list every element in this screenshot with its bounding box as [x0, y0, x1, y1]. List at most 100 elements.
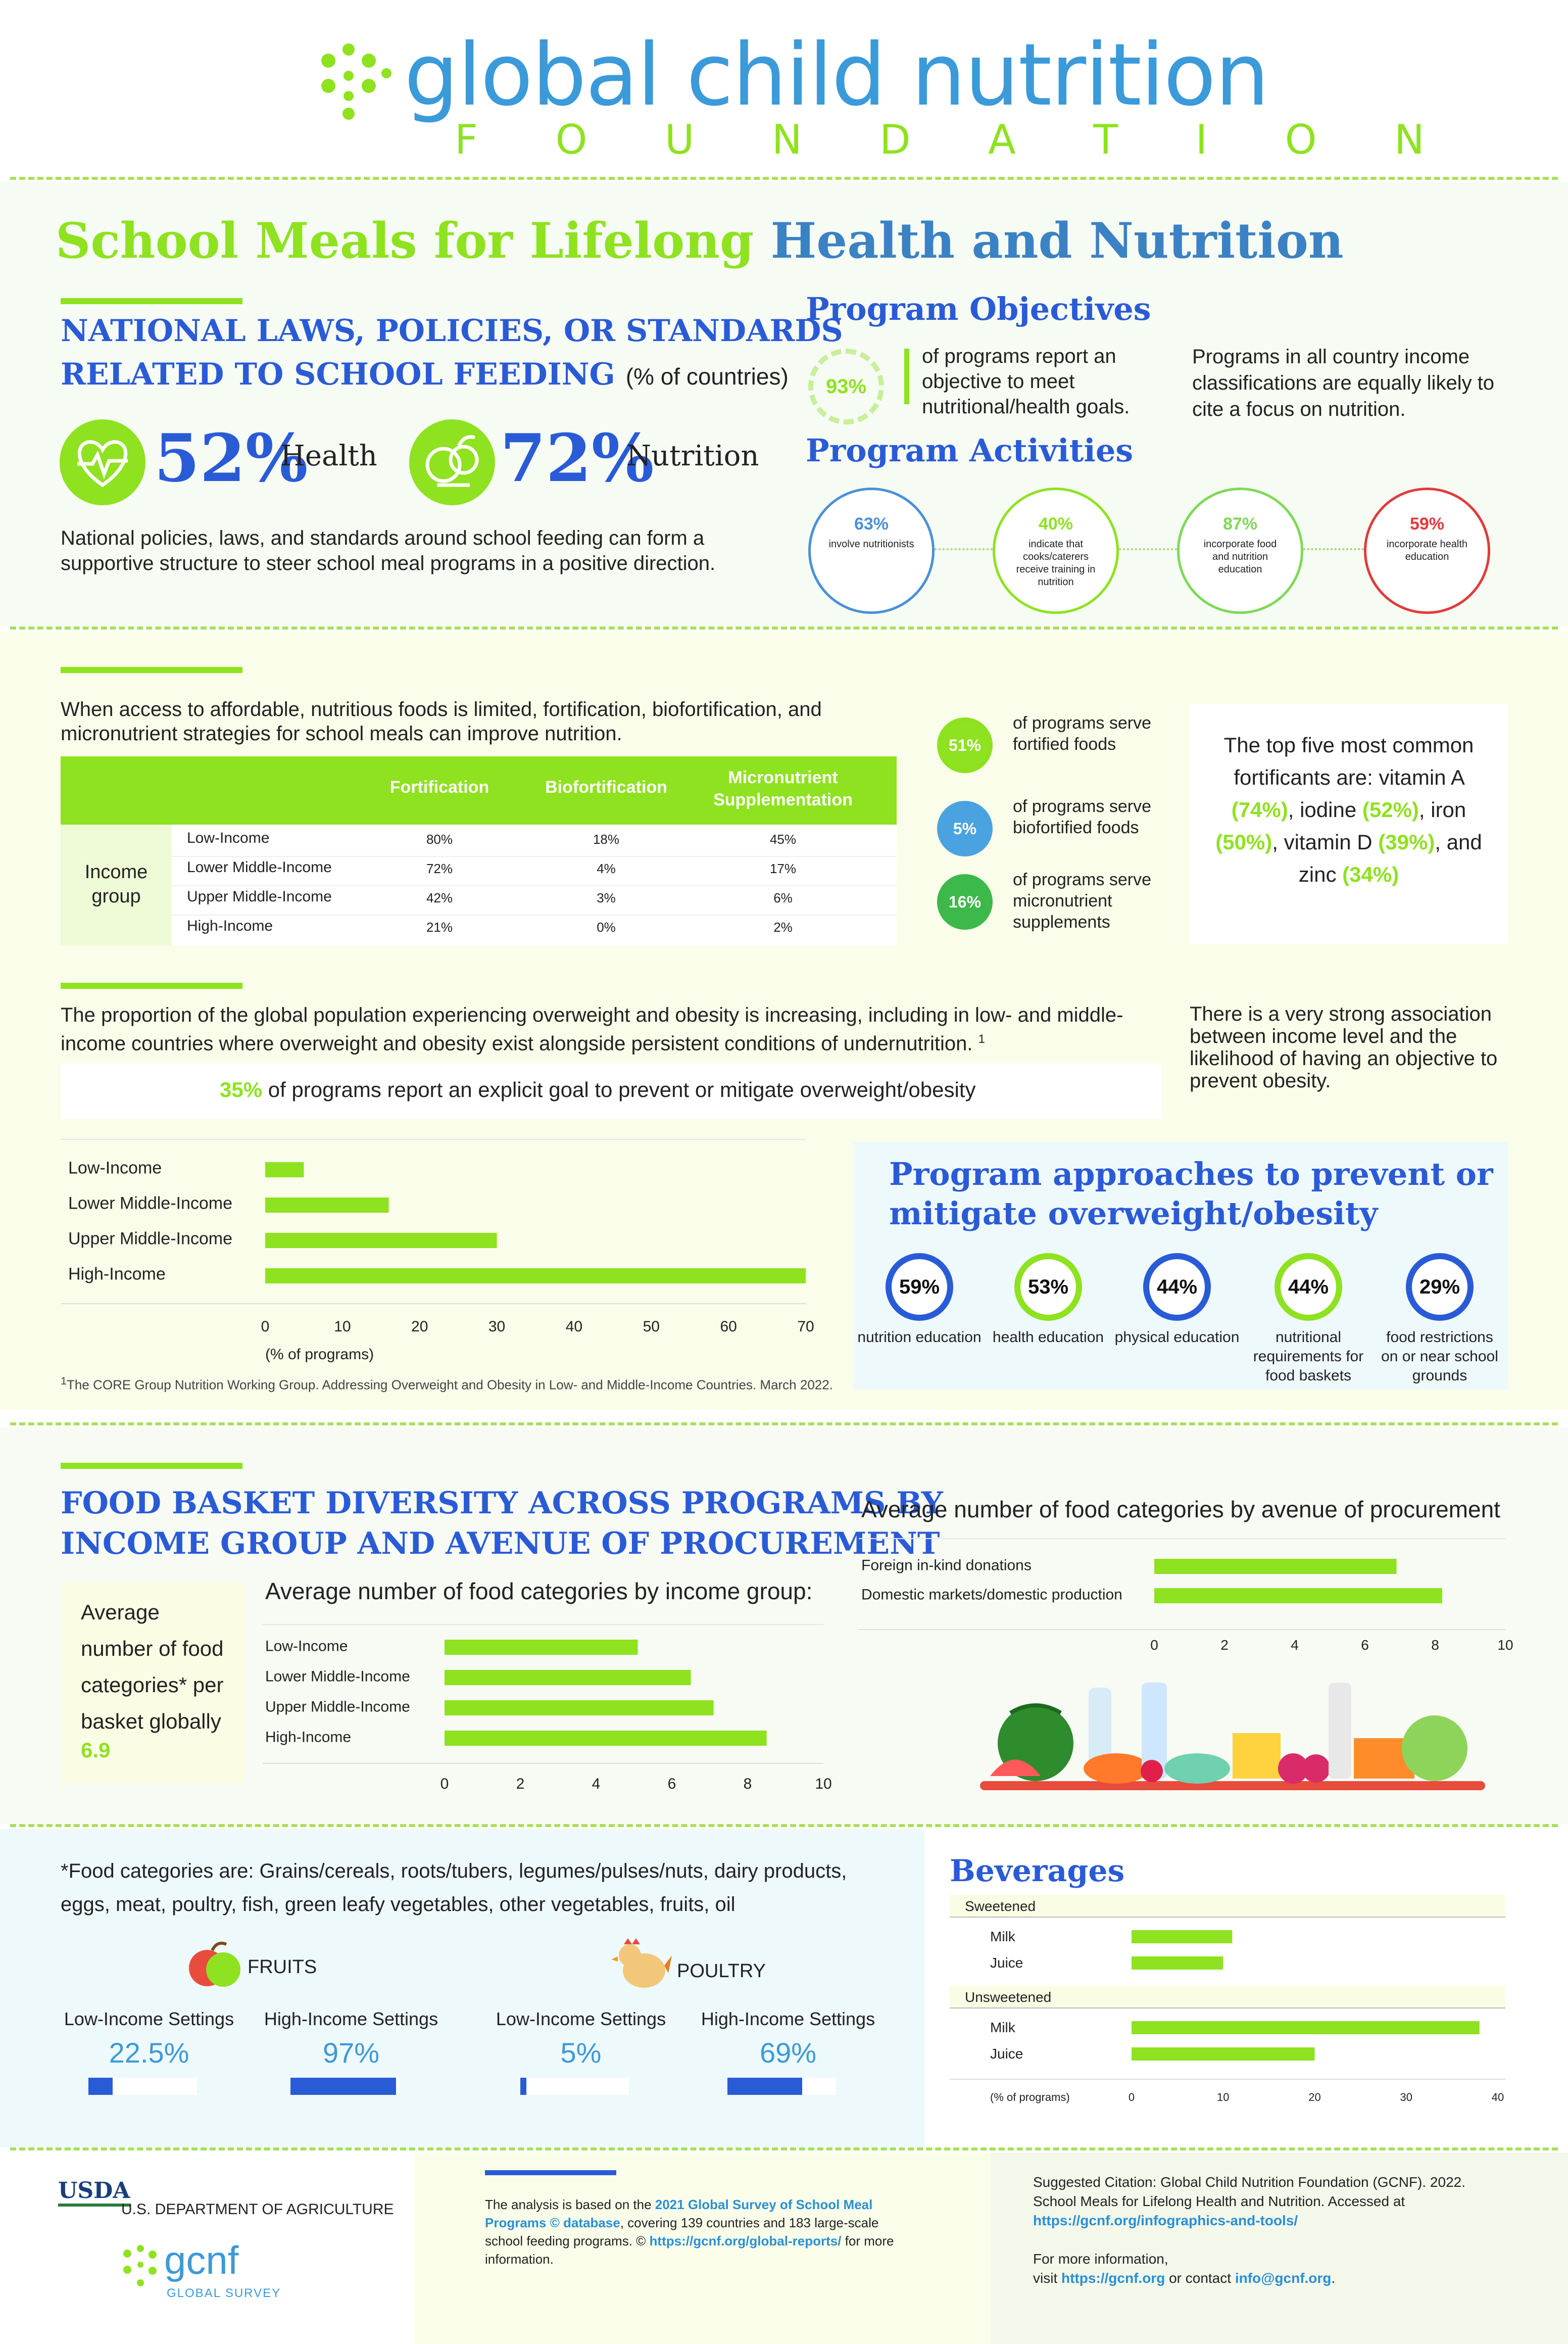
- setting-label: High-Income Settings: [701, 2008, 875, 2029]
- bar: [445, 1700, 714, 1715]
- chart2-title: Average number of food categories by inc…: [265, 1578, 813, 1604]
- activity-4: 59% incorporate health education: [1364, 488, 1490, 614]
- bar: [445, 1731, 767, 1746]
- activity-value: 87%: [1222, 514, 1258, 534]
- bar: [1132, 2047, 1315, 2061]
- activity-connector: [935, 548, 993, 550]
- table-cell: 17%: [769, 861, 797, 876]
- tick-label: 2: [1220, 1637, 1229, 1653]
- objectives-text: of programs report an objective to meet …: [922, 345, 1130, 418]
- setting-label: Low-Income Settings: [496, 2008, 666, 2029]
- laws-heading: NATIONAL LAWS, POLICIES, OR STANDARDS RE…: [61, 313, 843, 392]
- fortification-table: Fortification Biofortification Micronutr…: [61, 756, 897, 946]
- tick-label: 0: [440, 1776, 449, 1792]
- approaches-panel: Program approaches to prevent or mitigat…: [854, 1142, 1508, 1390]
- gcnf-subtext: GLOBAL SURVEY: [167, 2286, 281, 2300]
- table-cell: 4%: [597, 861, 616, 876]
- gcnf-link[interactable]: https://gcnf.org: [1061, 2270, 1165, 2286]
- tick-label: 30: [1400, 2091, 1412, 2103]
- table-cell: 2%: [773, 920, 793, 935]
- poultry-icon: [611, 1938, 672, 1988]
- col-micronutrient: Micronutrient Supplementation: [713, 768, 853, 809]
- tick-label: 10: [1497, 1637, 1513, 1653]
- activity-text: incorporate health education: [1386, 539, 1468, 562]
- footnote: 1The CORE Group Nutrition Working Group.…: [61, 1374, 833, 1393]
- group-label: Unsweetened: [965, 1989, 1051, 2005]
- fort-stat-text: of programs serve biofortified foods: [1013, 797, 1151, 837]
- fort-stat-value: 5%: [937, 801, 993, 856]
- infographics-link[interactable]: https://gcnf.org/infographics-and-tools/: [1033, 2213, 1298, 2228]
- top-five-box: The top five most common fortificants ar…: [1190, 704, 1508, 944]
- approaches-heading: Program approaches to prevent or mitigat…: [889, 1156, 1493, 1232]
- tick-label: 70: [797, 1318, 814, 1335]
- food-basket-heading: FOOD BASKET DIVERSITY ACROSS PROGRAMS BY…: [61, 1486, 943, 1561]
- gcnf-logo: gcnf: [164, 2238, 239, 2282]
- tick-label: 2: [516, 1776, 525, 1792]
- tick-label: 0: [261, 1318, 270, 1335]
- activity-2: 40% indicate that cooks/caterers receive …: [993, 488, 1119, 614]
- tick-label: 30: [488, 1318, 505, 1335]
- tick-label: 8: [1431, 1637, 1439, 1653]
- fortification-intro: When access to affordable, nutritious fo…: [61, 698, 822, 745]
- activity-3: 87% incorporate food and nutrition educat…: [1177, 488, 1303, 614]
- table-row-name: High-Income: [187, 918, 273, 934]
- categories-note: *Food categories are: Grains/cereals, ro…: [61, 1860, 847, 1916]
- approach-value: 53%: [1014, 1253, 1082, 1321]
- group-label: Sweetened: [965, 1898, 1036, 1914]
- usda-logo: USDA: [58, 2178, 130, 2207]
- approach-label: physical education: [1114, 1329, 1240, 1346]
- approach-value: 29%: [1406, 1253, 1474, 1321]
- tick-label: 50: [643, 1318, 660, 1335]
- avg-box: Average number of food categories* per b…: [61, 1582, 245, 1784]
- setting-value: 69%: [759, 2037, 817, 2069]
- reports-link[interactable]: https://gcnf.org/global-reports/: [649, 2233, 842, 2249]
- category-label: Lower Middle-Income: [68, 1194, 232, 1213]
- objectives-note: Programs in all country income classific…: [1192, 346, 1495, 420]
- category-label: Foreign in-kind donations: [861, 1557, 1032, 1574]
- bar: [445, 1640, 638, 1655]
- logo-subtext: F O U N D A T I O N: [455, 116, 1457, 163]
- category-label: Low-Income: [68, 1159, 162, 1178]
- table-cell: 45%: [769, 832, 797, 847]
- table-cell: 18%: [593, 832, 620, 847]
- tick-label: 4: [592, 1776, 601, 1792]
- activity-value: 59%: [1409, 514, 1445, 534]
- setting-label: Low-Income Settings: [64, 2008, 234, 2029]
- tick-label: 20: [411, 1318, 428, 1335]
- tick-label: 10: [815, 1776, 831, 1792]
- category-label: Domestic markets/domestic production: [861, 1587, 1122, 1603]
- email-link[interactable]: info@gcnf.org: [1235, 2270, 1332, 2286]
- table-cell: 80%: [426, 832, 453, 847]
- nutrition-icon: [409, 419, 495, 505]
- page-title: School Meals for Lifelong Health and Nut…: [56, 212, 1344, 269]
- survey-link[interactable]: 2021 Global Survey of School Meal Progra…: [485, 2197, 873, 2230]
- table-row-name: Lower Middle-Income: [187, 859, 332, 876]
- laws-description: National policies, laws, and standards a…: [61, 527, 716, 575]
- tick-label: 4: [1291, 1637, 1299, 1653]
- approach-label: nutrition education: [857, 1329, 982, 1346]
- chart3-title: Average number of food categories by ave…: [861, 1496, 1500, 1522]
- setting-bar-track: [520, 2078, 629, 2095]
- setting-bar-fill: [290, 2078, 396, 2095]
- group-label: Income group: [84, 862, 148, 907]
- fruit-icon: [189, 1941, 240, 1987]
- beverages-chart: Sweetened Milk Juice Unsweetened Milk Juice (%…: [950, 1895, 1505, 2103]
- approach-value: 59%: [886, 1253, 953, 1321]
- activity-text: indicate that cooks/caterers receive tra…: [1016, 539, 1096, 588]
- tick-label: 10: [334, 1318, 351, 1335]
- x-axis-label: (% of programs): [265, 1346, 374, 1363]
- setting-value: 5%: [560, 2037, 602, 2069]
- category-label: High-Income: [68, 1265, 166, 1284]
- table-row-name: Low-Income: [187, 830, 270, 846]
- category-label: Low-Income: [265, 1638, 348, 1655]
- health-value: 52%: [154, 419, 308, 497]
- tick-label: 20: [1308, 2091, 1320, 2103]
- fort-stat-text: of programs serve micronutrient suppleme…: [1013, 870, 1151, 932]
- nutrition-label: Nutrition: [626, 440, 759, 472]
- gcnf-dots-icon: [123, 2245, 157, 2286]
- tick-label: 10: [1217, 2091, 1229, 2103]
- fort-stat-value: 51%: [937, 717, 993, 773]
- category-label: Milk: [990, 2020, 1016, 2035]
- category-label: Juice: [990, 1955, 1023, 1971]
- bar: [445, 1670, 691, 1685]
